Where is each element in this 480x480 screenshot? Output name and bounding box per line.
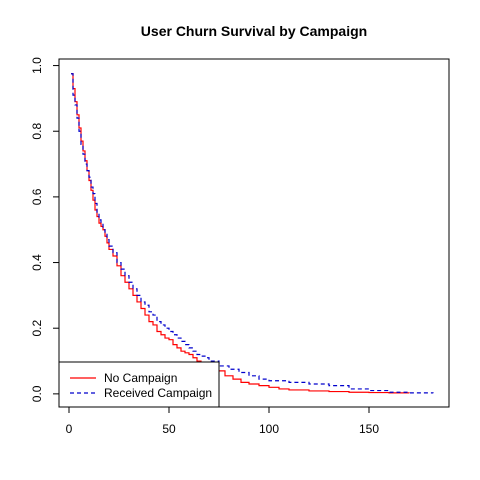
plot-frame — [58, 58, 450, 408]
y-tick-label-2: 0.4 — [30, 254, 44, 271]
legend-label-no-campaign: No Campaign — [104, 371, 177, 385]
series-line-no-campaign — [71, 73, 410, 394]
x-tick-label-3: 150 — [359, 422, 379, 436]
legend-label-received-campaign: Received Campaign — [104, 386, 212, 400]
y-tick-label-0: 0.0 — [30, 385, 44, 402]
legend-box — [58, 361, 220, 408]
y-axis: 0.0 0.2 0.4 0.6 0.8 1.0 — [30, 57, 59, 402]
chart-title: User Churn Survival by Campaign — [141, 23, 367, 39]
x-axis: 0 50 100 150 — [66, 407, 379, 436]
x-tick-label-2: 100 — [259, 422, 279, 436]
legend: No Campaign Received Campaign — [58, 361, 220, 408]
x-tick-label-1: 50 — [162, 422, 176, 436]
series-layer — [71, 73, 434, 394]
x-tick-label-0: 0 — [66, 422, 73, 436]
y-tick-label-4: 0.8 — [30, 123, 44, 140]
y-tick-label-3: 0.6 — [30, 188, 44, 205]
series-line-received-campaign — [71, 73, 434, 394]
y-tick-label-1: 0.2 — [30, 320, 44, 337]
y-tick-label-5: 1.0 — [30, 57, 44, 74]
